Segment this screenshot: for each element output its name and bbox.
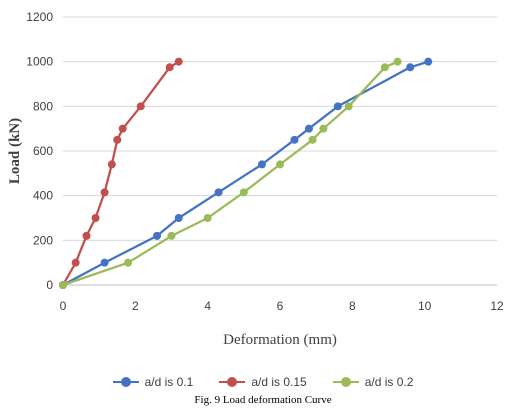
data-point	[406, 63, 415, 72]
legend-swatch-series-1	[112, 377, 139, 387]
legend-item-series-1: a/d is 0.1	[112, 375, 194, 389]
data-point	[107, 160, 116, 169]
x-tick-label: 2	[132, 299, 139, 313]
legend-swatch-series-2	[219, 377, 246, 387]
x-tick-label: 8	[349, 299, 356, 313]
gridlines	[63, 16, 497, 241]
y-tick-label: 200	[33, 233, 53, 247]
data-point	[136, 102, 145, 111]
data-point	[308, 135, 317, 144]
y-axis-title: Load (kN)	[7, 118, 23, 184]
series-line-1	[62, 60, 429, 286]
data-point	[113, 135, 122, 144]
y-tick-label: 400	[33, 189, 53, 203]
legend-label-series-2: a/d is 0.15	[251, 375, 307, 389]
legend-item-series-2: a/d is 0.15	[219, 375, 307, 389]
data-point	[276, 160, 284, 169]
data-point	[71, 258, 80, 267]
data-point	[153, 231, 162, 240]
data-point	[239, 188, 248, 197]
x-tick-label: 0	[60, 299, 67, 313]
data-point	[174, 214, 183, 222]
data-point	[290, 135, 299, 144]
data-point	[344, 102, 353, 111]
series-line-3	[62, 60, 398, 287]
x-tick-labels: 0 2 4 6 8 10 12	[60, 299, 504, 313]
data-point	[203, 214, 212, 222]
x-axis-title: Deformation (mm)	[223, 332, 337, 348]
y-tick-label: 1200	[26, 10, 53, 24]
data-point	[319, 124, 328, 133]
series-line-2	[62, 60, 180, 286]
data-point	[214, 188, 223, 197]
data-point	[174, 57, 183, 66]
data-point	[59, 281, 67, 289]
y-tick-labels: 0 200 400 600 800 1000 1200	[26, 10, 53, 292]
data-point	[380, 63, 389, 72]
data-point	[393, 57, 402, 66]
x-tick-label: 4	[204, 299, 211, 313]
x-tick-label: 6	[277, 299, 284, 313]
data-point	[304, 124, 313, 133]
data-point	[100, 258, 109, 267]
y-tick-label: 600	[33, 144, 53, 158]
data-point	[257, 160, 266, 169]
data-point	[333, 102, 342, 111]
data-point	[124, 258, 133, 267]
y-tick-label: 1000	[26, 55, 53, 69]
x-tick-label: 12	[490, 299, 504, 313]
legend: a/d is 0.1 a/d is 0.15 a/d is 0.2	[0, 375, 526, 389]
data-point	[100, 188, 109, 197]
x-tick-label: 10	[418, 299, 432, 313]
data-point	[91, 214, 100, 222]
load-deformation-chart: 0 200 400 600 800 1000 1200 0 2 4 6 8 10 12 Deformat…	[7, 10, 504, 348]
legend-label-series-1: a/d is 0.1	[144, 375, 194, 389]
data-point	[165, 63, 174, 72]
series-1	[59, 57, 433, 289]
y-tick-label: 0	[46, 278, 53, 292]
series-3	[59, 57, 402, 289]
data-point	[424, 57, 433, 66]
figure-caption: Fig. 9 Load deformation Curve	[194, 394, 332, 406]
legend-item-series-3: a/d is 0.2	[332, 375, 414, 389]
data-point	[118, 124, 127, 133]
legend-swatch-series-3	[332, 377, 359, 387]
data-point	[82, 231, 91, 240]
data-point	[167, 231, 176, 240]
series-group	[59, 57, 433, 289]
legend-label-series-3: a/d is 0.2	[364, 375, 414, 389]
y-tick-label: 800	[33, 99, 53, 113]
